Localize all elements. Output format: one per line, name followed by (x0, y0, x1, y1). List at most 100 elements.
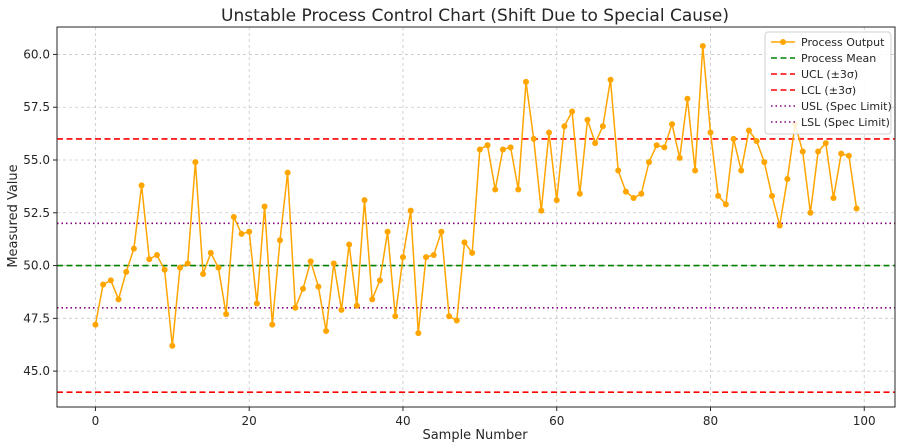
data-point (215, 264, 222, 271)
data-point (399, 254, 406, 261)
data-point (692, 167, 699, 174)
y-axis-label: Measured Value (6, 164, 21, 267)
data-point (546, 129, 553, 136)
data-point (607, 76, 614, 83)
data-point (753, 138, 760, 144)
y-tick-label: 47.5 (23, 311, 50, 325)
data-point (584, 116, 591, 123)
data-point (669, 121, 676, 128)
data-point (553, 197, 560, 204)
legend-label: Process Mean (801, 52, 876, 65)
data-point (622, 188, 629, 195)
data-point (661, 144, 668, 151)
data-point (638, 190, 645, 197)
data-point (776, 222, 783, 229)
data-point (684, 95, 691, 102)
data-point (200, 271, 207, 277)
process-output-line (94, 45, 858, 346)
data-point (492, 186, 499, 193)
data-point (522, 78, 529, 85)
y-tick-label: 50.0 (23, 259, 50, 273)
data-point (707, 129, 714, 136)
x-tick-label: 20 (242, 414, 257, 428)
data-point (223, 311, 230, 318)
x-tick-label: 100 (853, 414, 876, 428)
data-point (538, 207, 545, 214)
data-point (346, 241, 353, 248)
y-tick-label: 45.0 (23, 364, 50, 378)
data-point (392, 313, 399, 320)
x-tick-label: 80 (703, 414, 718, 428)
data-point (169, 342, 176, 349)
data-point (461, 239, 468, 246)
data-point (569, 108, 576, 115)
data-point (845, 152, 852, 159)
chart-title: Unstable Process Control Chart (Shift Du… (221, 6, 729, 26)
data-point (822, 140, 829, 147)
axes (53, 26, 896, 411)
x-tick-label: 60 (549, 414, 564, 428)
data-point (107, 277, 114, 284)
data-point (184, 260, 191, 267)
data-point (530, 135, 537, 142)
data-point (561, 123, 568, 130)
data-point (515, 186, 522, 193)
data-point (630, 195, 637, 201)
plot-frame (56, 26, 896, 408)
data-point (153, 252, 160, 258)
data-point (576, 190, 583, 197)
data-point (761, 159, 768, 166)
data-point (768, 192, 775, 199)
data-point (599, 123, 606, 130)
data-point (269, 321, 276, 328)
x-tick-label: 40 (395, 414, 410, 428)
data-point (453, 317, 460, 324)
data-point (230, 214, 237, 220)
x-tick-label: 0 (92, 414, 100, 428)
tick-labels: 0 20 40 60 80 100 45.0 47.5 50.0 52.5 55.0 57.5 60.0 (23, 47, 875, 428)
data-point (315, 283, 322, 290)
data-point (615, 167, 622, 174)
data-point (284, 169, 291, 176)
data-point (100, 281, 107, 288)
data-point (207, 249, 214, 256)
data-point (276, 237, 283, 244)
process-output-series (92, 43, 860, 349)
legend-label: UCL (±3σ) (801, 68, 858, 81)
data-point (676, 154, 683, 161)
y-tick-label: 60.0 (23, 47, 50, 61)
legend-label: LCL (±3σ) (801, 84, 856, 97)
data-point (192, 159, 199, 166)
data-point (376, 277, 383, 284)
x-axis-label: Sample Number (422, 428, 528, 443)
data-point (246, 228, 253, 235)
data-point (699, 43, 706, 49)
data-point (261, 203, 268, 210)
legend-label: Process Output (801, 36, 885, 49)
data-point (653, 142, 660, 149)
data-point (645, 159, 652, 166)
data-point (469, 249, 476, 256)
data-point (807, 209, 814, 216)
data-point (338, 306, 345, 313)
y-tick-label: 57.5 (23, 100, 50, 114)
data-point (784, 176, 791, 182)
data-point (738, 167, 745, 174)
legend-label: LSL (Spec Limit) (801, 116, 890, 129)
y-tick-label: 55.0 (23, 153, 50, 167)
data-point (115, 296, 122, 303)
data-point (92, 321, 99, 328)
data-point (123, 268, 130, 275)
data-point (499, 146, 506, 153)
data-point (146, 256, 153, 263)
data-point (130, 245, 137, 252)
data-point (430, 252, 437, 258)
data-point (407, 207, 414, 214)
data-point (361, 197, 368, 204)
data-point (238, 230, 245, 237)
legend-box (764, 31, 892, 135)
y-tick-label: 52.5 (23, 206, 50, 220)
data-point (745, 127, 752, 134)
data-point (423, 254, 430, 261)
data-point (446, 313, 453, 320)
